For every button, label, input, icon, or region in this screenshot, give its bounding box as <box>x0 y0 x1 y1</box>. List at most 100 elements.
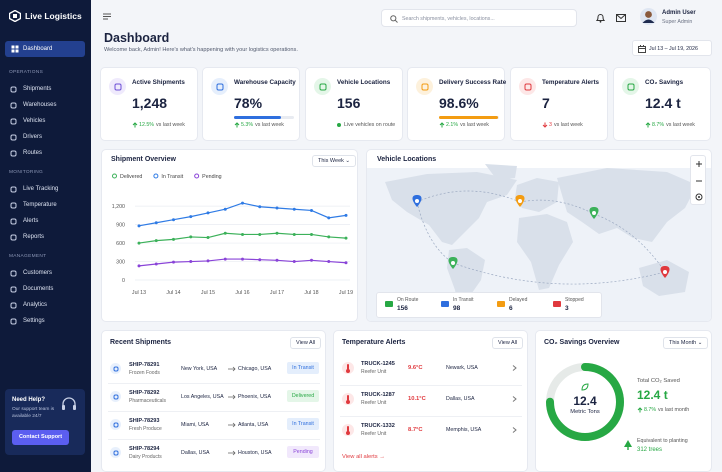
data-point <box>310 208 313 212</box>
card-title: CO₂ Savings Overview <box>544 339 620 346</box>
icon-shape <box>10 270 17 276</box>
row-chevron <box>512 365 517 371</box>
filter-dropdown[interactable]: This Week ⌄ <box>312 155 357 167</box>
nav-item[interactable]: Documents <box>5 282 85 296</box>
kpi-icon <box>416 78 433 95</box>
nav-item[interactable]: Vehicles <box>5 114 85 128</box>
nav-item[interactable]: Shipments <box>5 82 85 96</box>
icon-shape <box>10 102 17 108</box>
data-point <box>189 235 193 239</box>
nav-label: Live Tracking <box>23 186 59 192</box>
cargo-type: Frozen Foods <box>129 370 160 376</box>
icon <box>113 422 118 427</box>
user-name: Admin User <box>662 10 696 16</box>
total-value: 12.4 t <box>637 388 668 402</box>
data-point <box>310 258 313 262</box>
data-point <box>258 205 262 209</box>
nav-item[interactable]: Drivers <box>5 130 85 144</box>
shipment-id: SHIP-78291 <box>129 362 160 368</box>
nav-item[interactable]: Live Tracking <box>5 182 85 196</box>
nav-item[interactable]: Alerts <box>5 214 85 228</box>
data-point <box>206 259 210 263</box>
nav-item[interactable]: Analytics <box>5 298 85 312</box>
icon-shape <box>113 422 118 427</box>
date-range: Jul 13 – Jul 19, 2026 <box>649 46 698 52</box>
nav-item[interactable]: Routes <box>5 146 85 160</box>
legend-icon <box>553 301 561 307</box>
recent-shipments-card: Recent Shipments View All SHIP-78291 Froz… <box>101 330 326 472</box>
kpi-icon <box>109 78 126 95</box>
co2-donut <box>546 363 624 441</box>
kpi-card: Active Shipments 1,248 12.5% vs last week <box>100 67 198 141</box>
location: Dallas, USA <box>446 396 475 402</box>
legend-label: Delayed <box>509 297 528 303</box>
kpi-value: 7 <box>542 95 550 111</box>
icon <box>10 134 17 140</box>
calendar-icon <box>638 45 646 53</box>
thermo-bulb <box>346 430 350 435</box>
filter-label: This Month <box>669 340 697 346</box>
contact-support-button[interactable]: Contact Support <box>12 430 69 445</box>
user-avatar[interactable] <box>640 8 657 25</box>
icon-shape <box>421 83 428 90</box>
view-all-alerts-link[interactable]: View all alerts → <box>342 454 386 460</box>
icon <box>421 83 428 90</box>
nav-item-active[interactable]: Dashboard <box>5 41 85 57</box>
kpi-icon <box>314 78 331 95</box>
icon <box>10 218 17 224</box>
nav-label: Warehouses <box>23 102 57 108</box>
view-all-button[interactable]: View All <box>290 337 322 349</box>
x-tick-label: Jul 19 <box>339 290 353 296</box>
user-role: Super Admin <box>662 19 693 25</box>
nav-section-title: MANAGEMENT <box>9 254 47 259</box>
nav-section-title: MONITORING <box>9 170 44 175</box>
icon <box>10 102 17 108</box>
icon <box>524 83 531 90</box>
kpi-note: vs last week <box>460 122 489 128</box>
filter-dropdown[interactable]: This Month ⌄ <box>663 337 709 349</box>
data-point <box>241 201 244 205</box>
mail-icon[interactable] <box>616 14 626 22</box>
help-title: Need Help? <box>12 397 46 403</box>
progress-bar <box>234 116 281 119</box>
icon-shape <box>10 234 17 240</box>
kpi-icon <box>519 78 536 95</box>
x-tick-label: Jul 17 <box>270 290 284 296</box>
icon <box>10 150 17 156</box>
nav-item[interactable]: Temperature <box>5 198 85 212</box>
icon <box>216 83 223 90</box>
origin: Dallas, USA <box>181 450 210 456</box>
notification-icon[interactable] <box>596 13 605 23</box>
headset-icon <box>62 397 76 410</box>
nav-item[interactable]: Reports <box>5 230 85 244</box>
menu-icon[interactable] <box>103 13 112 20</box>
trees-value: 312 trees <box>637 447 663 453</box>
data-point <box>310 232 313 236</box>
card-title: Recent Shipments <box>110 339 172 346</box>
y-tick-label: 0 <box>122 278 125 284</box>
icon <box>113 394 118 399</box>
kpi-change: 2.1% <box>446 122 459 128</box>
help-box: Need Help? Our support team is available… <box>5 389 85 455</box>
legend-value: 3 <box>565 305 569 312</box>
arrow-shape <box>228 450 236 456</box>
nav-label: Routes <box>23 150 43 156</box>
nav-item[interactable]: Customers <box>5 266 85 280</box>
arrow-shape <box>228 422 236 428</box>
view-all-button[interactable]: View All <box>492 337 524 349</box>
data-point <box>189 260 193 264</box>
date-picker[interactable]: Jul 13 – Jul 19, 2026 <box>632 40 712 56</box>
co2-card: CO₂ Savings Overview This Month ⌄ 12.4 M… <box>535 330 712 472</box>
legend-label: Pending <box>202 174 221 180</box>
nav-item[interactable]: Warehouses <box>5 98 85 112</box>
donut-value: 12.4 <box>573 394 597 408</box>
leaf-icon <box>581 383 589 391</box>
cargo-icon <box>110 391 121 402</box>
up-arrow <box>234 122 240 128</box>
zoom-icons <box>695 161 703 201</box>
legend-icon <box>385 301 393 307</box>
data-point <box>258 258 262 262</box>
icon-shape <box>10 218 17 224</box>
search-box[interactable]: Search shipments, vehicles, locations... <box>381 9 577 27</box>
nav-item[interactable]: Settings <box>5 314 85 328</box>
